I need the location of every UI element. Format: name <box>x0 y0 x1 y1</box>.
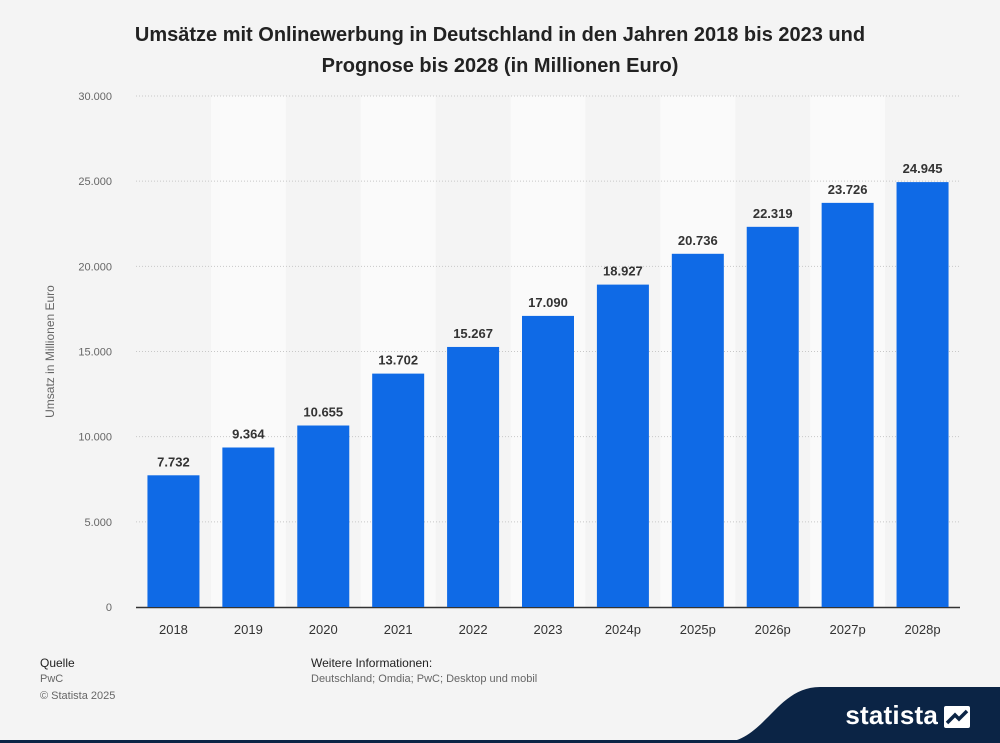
data-label-2018: 7.732 <box>157 454 190 469</box>
more-info-label: Weitere Informationen: <box>311 656 433 670</box>
x-tick-label-2018: 2018 <box>159 622 188 637</box>
x-tick-label-2026p: 2026p <box>755 622 791 637</box>
y-tick-label: 20.000 <box>78 261 112 273</box>
x-tick-label-2022: 2022 <box>459 622 488 637</box>
source-value: PwC <box>40 673 64 685</box>
bar-2019 <box>222 447 275 607</box>
chart-title-line-1: Umsätze mit Onlinewerbung in Deutschland… <box>134 24 866 46</box>
y-tick-label: 10.000 <box>78 432 112 444</box>
source-label: Quelle <box>40 656 75 670</box>
y-tick-label: 5.000 <box>84 517 112 529</box>
bar-chart: 0 5.000 10.000 15.000 20.000 25.000 30.000 Umsa… <box>43 91 960 637</box>
data-label-2019: 9.364 <box>232 426 265 441</box>
copyright-text: © Statista 2025 <box>40 690 116 702</box>
data-label-2022: 15.267 <box>453 326 493 341</box>
bar-2025p <box>671 253 724 607</box>
x-tick-label-2019: 2019 <box>234 622 263 637</box>
data-label-2026p: 22.319 <box>753 206 793 221</box>
x-tick-label-2025p: 2025p <box>680 622 716 637</box>
bar-2026p <box>746 226 799 607</box>
bar-2027p <box>821 202 874 607</box>
data-label-2024p: 18.927 <box>603 264 643 279</box>
bar-2024p <box>596 284 649 607</box>
x-tick-label-2024p: 2024p <box>605 622 641 637</box>
more-info-value: Deutschland; Omdia; PwC; Desktop und mob… <box>311 673 538 685</box>
y-tick-label: 30.000 <box>78 91 112 103</box>
data-label-2021: 13.702 <box>378 353 418 368</box>
x-tick-label-2027p: 2027p <box>830 622 866 637</box>
y-axis-label: Umsatz in Millionen Euro <box>43 285 57 418</box>
bar-2022 <box>447 346 500 607</box>
data-label-2023: 17.090 <box>528 295 568 310</box>
data-label-2027p: 23.726 <box>828 182 868 197</box>
bar-2020 <box>297 425 350 607</box>
x-tick-label-2023: 2023 <box>534 622 563 637</box>
data-label-2025p: 20.736 <box>678 233 718 248</box>
bar-2018 <box>147 475 200 607</box>
bottom-accent-line <box>0 740 1000 743</box>
x-tick-label-2028p: 2028p <box>904 622 940 637</box>
data-label-2020: 10.655 <box>303 405 343 420</box>
y-tick-label: 25.000 <box>78 176 112 188</box>
data-label-2028p: 24.945 <box>903 161 943 176</box>
chart-title-line-2: Prognose bis 2028 (in Millionen Euro) <box>321 55 679 77</box>
brand-background <box>720 687 1000 743</box>
bar-2021 <box>372 373 425 607</box>
statista-logo-text: statista <box>845 700 938 730</box>
bar-2028p <box>896 182 949 607</box>
y-tick-label: 15.000 <box>78 347 112 359</box>
y-tick-label: 0 <box>106 602 112 614</box>
x-tick-label-2020: 2020 <box>309 622 338 637</box>
x-tick-label-2021: 2021 <box>384 622 413 637</box>
chart-title: Umsätze mit Onlinewerbung in Deutschland… <box>60 20 940 82</box>
bar-2023 <box>522 315 574 607</box>
statista-logo-icon <box>944 706 970 728</box>
statista-brand[interactable]: statista <box>720 687 1000 743</box>
